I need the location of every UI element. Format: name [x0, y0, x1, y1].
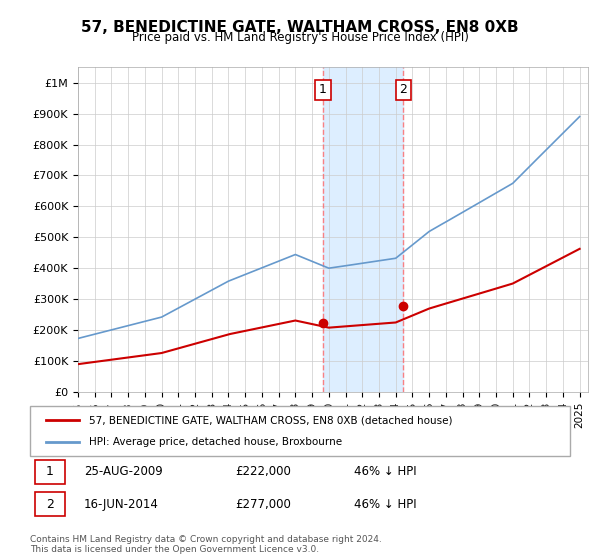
Text: 2: 2 — [400, 83, 407, 96]
Text: £277,000: £277,000 — [235, 497, 291, 511]
Text: Contains HM Land Registry data © Crown copyright and database right 2024.
This d: Contains HM Land Registry data © Crown c… — [30, 535, 382, 554]
Text: 1: 1 — [46, 465, 54, 478]
Text: 46% ↓ HPI: 46% ↓ HPI — [354, 497, 416, 511]
Text: 1: 1 — [319, 83, 327, 96]
Text: 16-JUN-2014: 16-JUN-2014 — [84, 497, 159, 511]
FancyBboxPatch shape — [30, 406, 570, 456]
Text: HPI: Average price, detached house, Broxbourne: HPI: Average price, detached house, Brox… — [89, 437, 343, 447]
FancyBboxPatch shape — [35, 460, 65, 484]
Text: 57, BENEDICTINE GATE, WALTHAM CROSS, EN8 0XB (detached house): 57, BENEDICTINE GATE, WALTHAM CROSS, EN8… — [89, 415, 453, 425]
Text: 2: 2 — [46, 497, 54, 511]
Text: 46% ↓ HPI: 46% ↓ HPI — [354, 465, 416, 478]
Text: 25-AUG-2009: 25-AUG-2009 — [84, 465, 163, 478]
Text: Price paid vs. HM Land Registry's House Price Index (HPI): Price paid vs. HM Land Registry's House … — [131, 31, 469, 44]
Bar — [323, 67, 403, 392]
Text: 57, BENEDICTINE GATE, WALTHAM CROSS, EN8 0XB: 57, BENEDICTINE GATE, WALTHAM CROSS, EN8… — [81, 20, 519, 35]
Text: £222,000: £222,000 — [235, 465, 291, 478]
FancyBboxPatch shape — [35, 492, 65, 516]
